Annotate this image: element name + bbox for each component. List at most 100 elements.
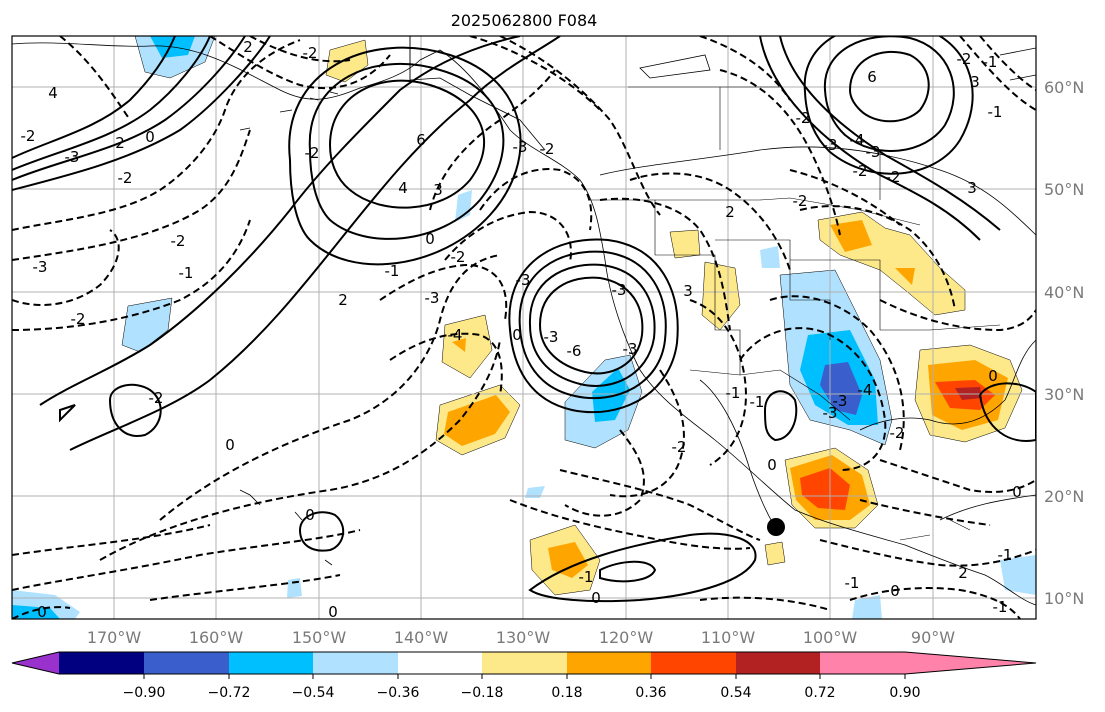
colorbar-ticks: −0.90 −0.72 −0.54 −0.36 −0.18 0.18 0.36 … [123,674,921,701]
contour-label: -3 [516,271,531,289]
contour-label: -4 [858,381,873,399]
colorbar [11,651,1037,675]
colorbar-extend-min [12,652,59,674]
lon-label: 90°W [911,628,955,647]
contour-label: -2 [118,169,133,187]
map-title: 2025062800 F084 [451,11,598,30]
contour-label: -1 [726,384,741,402]
contour-label: -1 [579,568,594,586]
lat-label: 20°N [1044,487,1084,506]
colorbar-extend-max-tip [905,652,1036,674]
contour-label: 2 [725,203,735,221]
contour-label: -2 [793,192,808,210]
contour-label: 3 [683,282,693,300]
map-panel: -2 2 2 -2 4 6 -3 -2 0 3 6 4 3 -1 -2 -2 -… [12,36,1036,621]
colorbar-bin [736,652,820,674]
shaded-anomaly-regions [12,36,1036,619]
location-marker [767,518,785,536]
contour-label: -4 [448,326,463,344]
contour-label: -3 [823,404,838,422]
contour-label: 2 [243,38,253,56]
colorbar-bin [651,652,736,674]
contour-label: -1 [750,393,765,411]
contour-label: 0 [767,456,777,474]
contour-label: 0 [425,230,435,248]
contour-label: -3 [33,258,48,276]
contour-label: 0 [225,436,235,454]
contour-label: 0 [328,603,338,621]
contour-label: 4 [398,179,408,197]
contour-label: -1 [988,103,1003,121]
contour-label: -1 [983,53,998,71]
contour-label: 2 [115,134,125,152]
colorbar-bin [482,652,567,674]
contour-label: -2 [672,438,687,456]
colorbar-outline [11,651,1037,675]
lon-label: 110°W [701,628,756,647]
contour-label: -2 [853,162,868,180]
contour-label: 0 [145,128,155,146]
colorbar-tick-label: −0.72 [208,685,251,701]
latitude-labels: 60°N 50°N 40°N 30°N 20°N 10°N [1044,78,1084,608]
contour-label: -2 [890,424,905,442]
contour-label: -2 [886,168,901,186]
contour-label: 0 [37,603,47,621]
contour-label: -1 [993,598,1008,616]
contour-label: -2 [21,127,36,145]
contour-label: 6 [867,68,877,86]
contour-label: 0 [890,582,900,600]
colorbar-tick-label: −0.90 [123,685,166,701]
lon-label: 150°W [292,628,347,647]
contour-label: -3 [823,136,838,154]
lon-label: 120°W [599,628,654,647]
lat-label: 60°N [1044,78,1084,97]
contour-label: -3 [544,328,559,346]
colorbar-bin [567,652,651,674]
colorbar-bin [144,652,229,674]
colorbar-bin [229,652,313,674]
colorbar-tick-label: −0.36 [377,685,420,701]
contour-label: -2 [957,50,972,68]
colorbar-tick-label: 0.36 [635,685,666,701]
contour-label: -1 [998,546,1013,564]
lon-label: 160°W [189,628,244,647]
contour-label: 0 [988,367,998,385]
lat-label: 40°N [1044,283,1084,302]
contour-label: 3 [970,73,980,91]
contour-label: 0 [512,326,522,344]
contour-labels: -2 2 2 -2 4 6 -3 -2 0 3 6 4 3 -1 -2 -2 -… [21,38,1022,621]
contour-label: 3 [967,179,977,197]
contour-label: -6 [567,342,582,360]
colorbar-extend-max [820,652,905,674]
contour-label: -2 [171,232,186,250]
graticule [12,36,1036,619]
contour-label: -2 [540,140,555,158]
lat-label: 50°N [1044,180,1084,199]
colorbar-bin [59,652,144,674]
contour-label: -2 [305,144,320,162]
contour-label: 3 [433,181,443,199]
contour-label: 2 [338,291,348,309]
contour-label: -1 [845,574,860,592]
contour-label: -2 [149,389,164,407]
colorbar-bin [398,652,482,674]
longitude-labels: 170°W 160°W 150°W 140°W 130°W 120°W 110°… [87,628,955,647]
contour-label: -2 [303,44,318,62]
contour-label: -2 [71,310,86,328]
contour-label: -1 [385,262,400,280]
colorbar-tick-label: 0.54 [720,685,751,701]
map-frame [11,35,1037,620]
contour-label: -3 [513,138,528,156]
contour-label: -3 [866,143,881,161]
contour-label: 0 [305,506,315,524]
contour-label: -3 [612,281,627,299]
contour-label: 0 [591,589,601,607]
colorbar-tick-label: 0.72 [804,685,835,701]
colorbar-tick-label: −0.54 [292,685,335,701]
coastlines [12,36,1036,606]
lon-label: 170°W [87,628,142,647]
contour-label: 4 [48,84,58,102]
contour-label: -2 [451,248,466,266]
lat-label: 10°N [1044,589,1084,608]
